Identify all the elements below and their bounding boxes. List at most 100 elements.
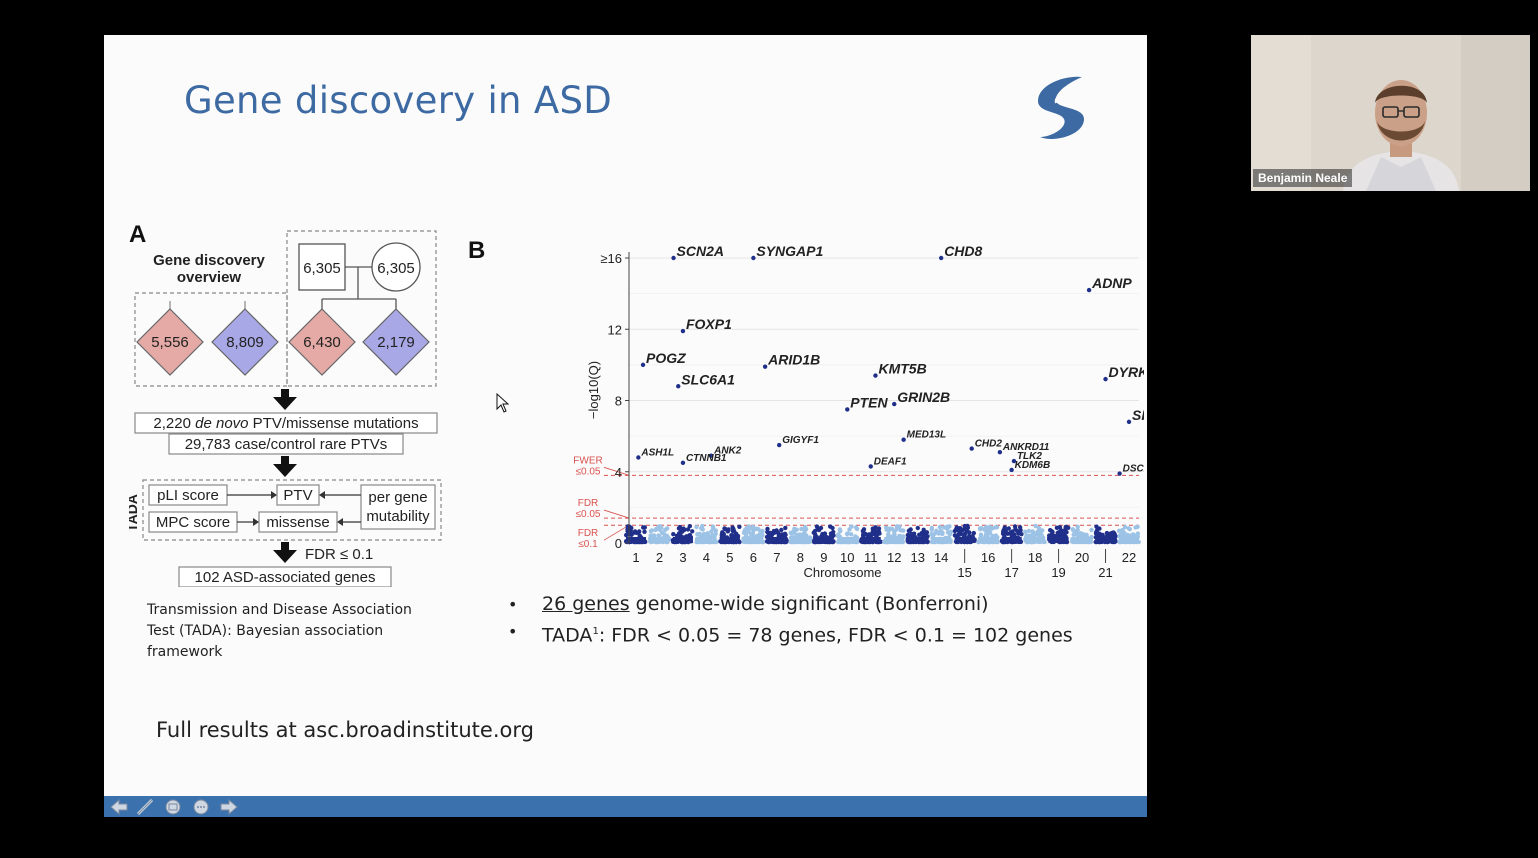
baseline-point [1002,528,1008,534]
gene-point [1117,471,1122,476]
webcam-tile[interactable]: Benjamin Neale [1251,35,1530,191]
baseline-point [1017,525,1023,530]
gene-point [636,455,641,460]
baseline-point [1012,524,1018,529]
baseline-point [919,533,925,538]
gene-point [762,364,768,369]
x-tick-label: 6 [750,550,757,565]
gene-label: SCN2A [677,243,724,259]
baseline-point [671,532,676,537]
baseline-band [884,537,905,543]
x-tick-label: 10 [840,550,854,565]
baseline-point [690,529,695,534]
threshold-pointer [603,509,630,519]
mouse-cursor-icon [496,393,510,413]
baseline-band [719,537,740,543]
forward-arrow-icon[interactable] [218,798,240,815]
x-tick-label: 13 [910,550,924,565]
baseline-point [744,533,749,538]
baseline-point [750,527,755,532]
baseline-band [1048,537,1069,543]
bullet-1: 26 genes genome-wide significant (Bonfer… [504,591,1073,618]
baseline-point [837,527,842,532]
baseline-point [799,526,804,532]
baseline-point [886,528,892,533]
x-tick-label: 7 [773,550,780,565]
gene-point [868,464,873,469]
baseline-point [768,530,773,536]
baseline-point [680,529,685,534]
baseline-band [837,537,858,543]
gene-label: CHD8 [944,243,982,259]
baseline-point [1040,528,1045,533]
baseline-point [1116,528,1122,533]
gene-label: SYNGAP1 [756,243,823,259]
threshold-lines: FWER ≤0.05 FDR ≤0.05 FDR ≤0.1 [573,455,1139,550]
gene-label: ASH1L [640,448,674,459]
baseline-point [791,529,796,534]
baseline-point [649,528,655,533]
threshold-pointer [603,524,630,541]
gene-label: KDM6B [1015,460,1051,471]
baseline-point [676,526,682,531]
baseline-point [1126,526,1131,531]
baseline-point [861,527,867,532]
baseline-point [1111,530,1116,535]
back-arrow-icon[interactable] [108,798,130,815]
baseline-point [1125,532,1130,537]
baseline-point [783,525,788,531]
svg-text:6,430: 6,430 [303,334,341,351]
baseline-point [1047,533,1052,538]
threshold-label: FDR ≤0.05 [576,498,601,520]
gene-point [892,401,897,407]
baseline-point [983,528,989,533]
baseline-point [945,530,951,535]
gene-label: ANKRD11 [1002,442,1050,453]
baseline-point [870,526,875,531]
parent-circle-label: 6,305 [377,260,415,277]
gene-points: SCN2A SYNGAP1 CHD8 ADNP FOXP1 POGZ ARID1B KMT5B… [636,243,1144,476]
x-tick-label: 18 [1028,550,1042,565]
gene-label: TLK2 [1017,451,1042,462]
panel-a-letter: A [129,221,147,248]
baseline-band [696,537,717,543]
slide-title: Gene discovery in ASD [184,79,613,122]
gene-point [997,449,1003,455]
gene-label: DSCAM [1123,464,1144,475]
x-tick-label: 2 [656,550,663,565]
baseline-point [909,531,914,537]
mutations-text: 2,220 de novo PTV/missense mutations [153,415,418,432]
baseline-point [937,524,943,530]
baseline-band [1025,537,1046,543]
baseline-point [901,528,906,533]
baseline-point [654,526,660,531]
baseline-point [1135,524,1140,529]
gene-point [1011,458,1017,464]
baseline-point [1070,527,1075,532]
pli-score-text: pLI score [157,487,219,504]
baseline-point [642,529,647,534]
baseline-point [802,531,807,536]
baseline-point [719,532,725,537]
baseline-point [665,526,670,531]
x-tick-label: 20 [1075,550,1089,565]
gene-label: GIGYF1 [782,435,819,446]
gene-label: DYRK1A [1109,364,1144,380]
baseline-point [1006,526,1011,531]
fdr-threshold-text: FDR ≤ 0.1 [305,546,373,563]
gene-point [708,453,714,458]
pen-icon[interactable] [134,798,156,815]
baseline-point [687,524,692,529]
slides-icon[interactable] [162,798,184,815]
baseline-point [816,527,822,533]
gene-label: ANK2 [713,446,742,457]
gene-point [1086,287,1092,293]
baseline-point [1064,524,1069,530]
baseline-point [853,525,859,530]
baseline-point [685,527,691,532]
x-tick-label: 1 [632,550,639,565]
mpc-score-text: MPC score [156,514,230,531]
baseline-point [1057,525,1062,530]
more-icon[interactable] [190,798,212,815]
x-tick-label: 19 [1051,565,1065,580]
